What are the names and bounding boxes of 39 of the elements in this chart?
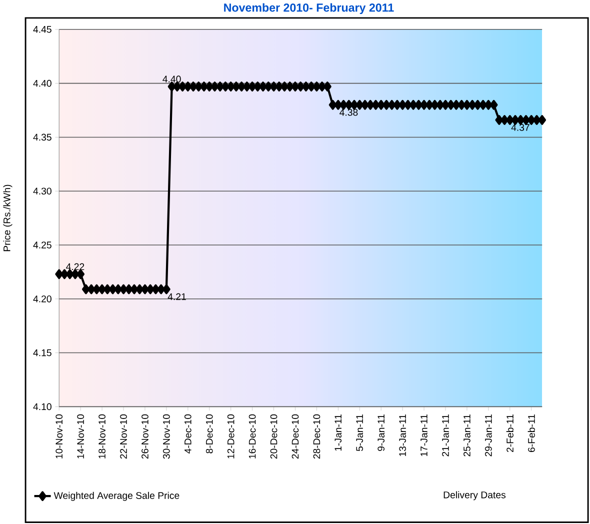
y-tick-label: 4.20 xyxy=(33,295,52,302)
x-tick-label: 24-Dec-10 xyxy=(292,414,299,459)
y-tick-label: 4.15 xyxy=(33,349,52,356)
x-tick-label: 8-Dec-10 xyxy=(206,414,213,454)
x-tick-label: 22-Nov-10 xyxy=(120,414,127,459)
x-tick-label: 12-Dec-10 xyxy=(227,414,234,458)
x-tick-label: 14-Nov-10 xyxy=(77,414,84,458)
data-label: 4.38 xyxy=(340,108,358,116)
x-tick-label: 5-Jan-11 xyxy=(356,414,363,451)
legend-label: Weighted Average Sale Price xyxy=(54,492,180,501)
x-tick-label: 1-Jan-11 xyxy=(334,414,342,451)
y-tick-label: 4.25 xyxy=(33,241,52,248)
y-tick-label: 4.40 xyxy=(33,80,52,87)
x-tick-label: 30-Nov-10 xyxy=(163,414,170,459)
chart-title: November 2010- February 2011 xyxy=(224,3,394,14)
x-tick-label: 16-Dec-10 xyxy=(248,414,256,458)
x-tick-label: 28-Dec-10 xyxy=(313,414,320,459)
y-tick-label: 4.10 xyxy=(33,403,52,410)
y-tick-label: 4.30 xyxy=(33,188,52,194)
x-tick-label: 21-Jan-11 xyxy=(442,414,449,456)
x-tick-label: 10-Nov-10 xyxy=(56,414,63,458)
x-tick-label: 26-Nov-10 xyxy=(142,414,148,459)
data-label: 4.37 xyxy=(511,124,530,131)
x-tick-label: 25-Jan-11 xyxy=(464,414,470,456)
data-label: 4.40 xyxy=(162,76,181,82)
data-label: 4.21 xyxy=(168,293,186,300)
x-tick-label: 13-Jan-11 xyxy=(399,414,406,456)
x-tick-label: 6-Feb-11 xyxy=(528,414,535,452)
x-tick-label: 20-Dec-10 xyxy=(270,414,278,459)
y-tick-label: 4.45 xyxy=(33,26,52,33)
y-tick-label: 4.35 xyxy=(33,134,52,141)
x-tick-label: 29-Jan-11 xyxy=(485,414,492,456)
y-axis-title: Price (Rs./kWh) xyxy=(3,184,12,251)
x-axis-title: Delivery Dates xyxy=(444,491,506,500)
x-tick-label: 17-Jan-11 xyxy=(420,414,428,456)
x-tick-label: 9-Jan-11 xyxy=(378,414,385,451)
x-tick-label: 18-Nov-10 xyxy=(98,414,106,458)
x-tick-label: 2-Feb-11 xyxy=(506,414,514,452)
x-tick-label: 4-Dec-10 xyxy=(184,414,192,454)
